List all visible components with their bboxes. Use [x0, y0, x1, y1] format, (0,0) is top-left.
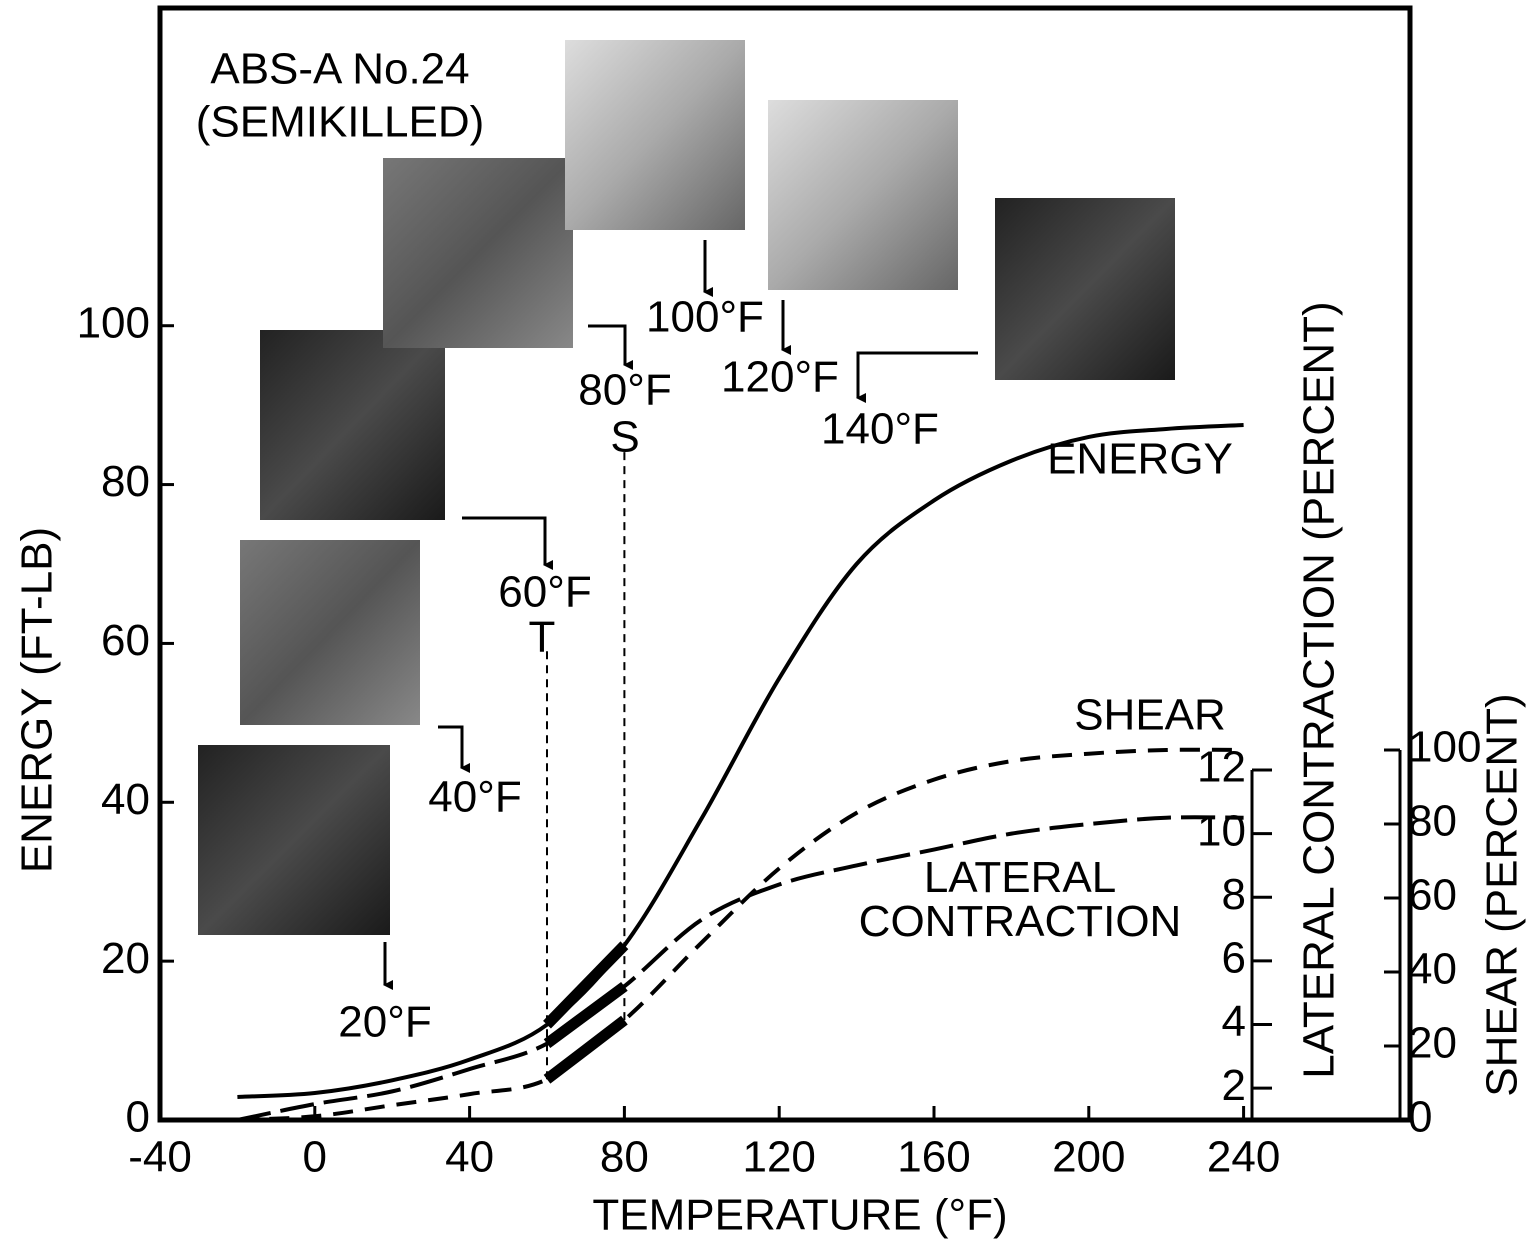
y2-tick-label: 8	[1222, 870, 1246, 919]
y3-tick-label: 40	[1408, 945, 1457, 994]
y3-tick-label: 20	[1408, 1019, 1457, 1068]
series-label-line: LATERAL	[924, 853, 1116, 902]
y3-tick-label: 60	[1408, 871, 1457, 920]
x-tick-label: 200	[1052, 1133, 1125, 1182]
transition-band	[543, 941, 629, 1029]
y3-tick-label: 0	[1408, 1093, 1432, 1142]
y2-tick-label: 6	[1222, 934, 1246, 983]
arrow	[856, 351, 978, 403]
series-line	[237, 423, 1244, 1099]
annotation: 120°F	[721, 353, 839, 402]
y-tick-label: 0	[126, 1093, 150, 1142]
transition-band	[543, 981, 628, 1049]
photo	[383, 158, 573, 348]
annotation: (SEMIKILLED)	[196, 98, 485, 147]
photo	[768, 100, 958, 290]
arrows	[383, 240, 978, 990]
x-tick-label: 160	[897, 1133, 970, 1182]
x-tick-label: -40	[128, 1133, 192, 1182]
series-label: SHEAR	[1074, 691, 1226, 740]
plot-frame	[157, 5, 1413, 1123]
series-line	[237, 747, 1244, 1122]
y-tick-label: 20	[101, 934, 150, 983]
x-axis-title: TEMPERATURE (°F)	[592, 1191, 1007, 1240]
arrow	[462, 516, 553, 570]
annotation: ABS-A No.24	[210, 45, 469, 94]
arrow	[438, 725, 470, 773]
y3-tick-label: 80	[1408, 797, 1457, 846]
series-label: ENERGY	[1047, 435, 1233, 484]
series-label-line: CONTRACTION	[859, 897, 1182, 946]
annotation: 20°F	[338, 998, 431, 1047]
y-axis-title: ENERGY (FT-LB)	[13, 527, 62, 873]
y2-tick-label: 2	[1222, 1061, 1246, 1110]
y2-axis-title: LATERAL CONTRACTION (PERCENT)	[1295, 301, 1344, 1078]
y3-axis-title: SHEAR (PERCENT)	[1478, 693, 1527, 1096]
x-tick-label: 120	[742, 1133, 815, 1182]
y3-tick-label: 100	[1408, 723, 1481, 772]
y-tick-label: 100	[77, 298, 150, 347]
photos	[198, 40, 1175, 935]
photo	[995, 198, 1175, 380]
y-tick-label: 40	[101, 775, 150, 824]
series-line	[236, 815, 1244, 1122]
annotation: T	[529, 613, 556, 662]
photo	[565, 40, 745, 230]
y2-tick-label: 10	[1197, 806, 1246, 855]
photo	[198, 745, 390, 935]
annotation: 60°F	[498, 568, 591, 617]
x-tick-label: 240	[1207, 1133, 1280, 1182]
annotation: 40°F	[428, 773, 521, 822]
annotation: S	[610, 413, 639, 462]
arrow	[588, 324, 633, 370]
annotation: 140°F	[821, 405, 939, 454]
series-label: LATERAL CONTRACTION	[859, 853, 1182, 946]
y2-tick-label: 4	[1222, 997, 1246, 1046]
photo	[260, 330, 445, 520]
x-tick-label: 80	[600, 1133, 649, 1182]
transition-band	[543, 1015, 628, 1084]
y-tick-label: 80	[101, 457, 150, 506]
y-tick-label: 60	[101, 616, 150, 665]
x-tick-label: 40	[445, 1133, 494, 1182]
annotation: 80°F	[578, 366, 671, 415]
photo	[240, 540, 420, 725]
annotation: 100°F	[646, 293, 764, 342]
x-tick-label: 0	[303, 1133, 327, 1182]
